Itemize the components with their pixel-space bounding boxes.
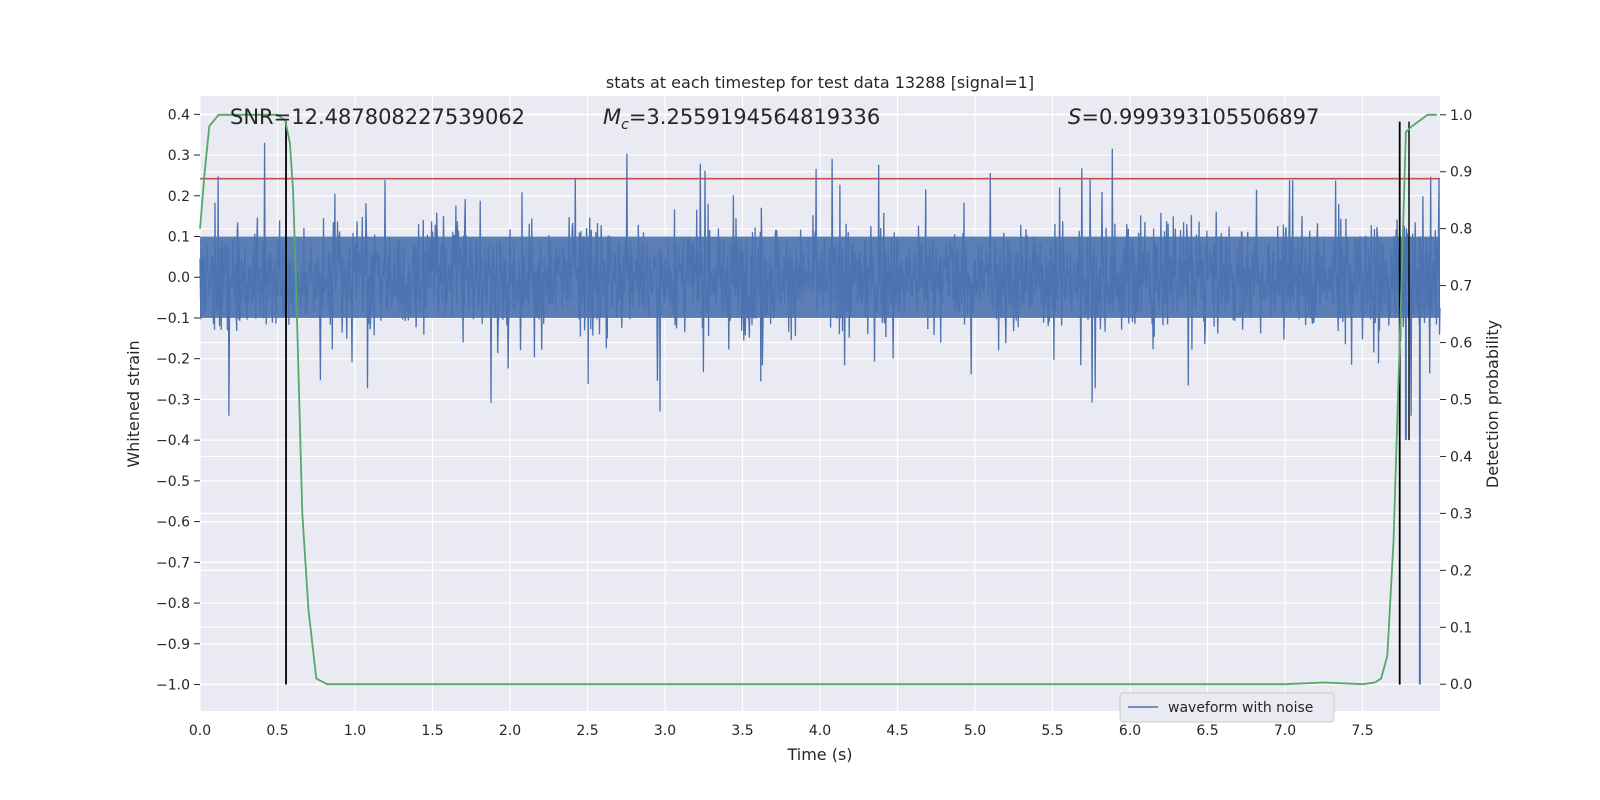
y2-axis-label: Detection probability — [1483, 320, 1502, 488]
legend-box — [1119, 692, 1335, 723]
score-annotation: S=0.999393105506897 — [1068, 105, 1319, 129]
x-tick-label: 5.5 — [1041, 723, 1063, 739]
x-tick-label: 3.5 — [731, 723, 753, 739]
y-tick-label: −0.2 — [156, 352, 190, 368]
y-tick-label: 0.0 — [168, 270, 190, 286]
x-tick-label: 0.5 — [266, 723, 288, 739]
x-tick-label: 1.0 — [344, 723, 366, 739]
legend: waveform with noise — [1119, 692, 1335, 723]
x-tick-label: 2.0 — [499, 723, 521, 739]
x-tick-label: 2.5 — [576, 723, 598, 739]
y2-tick-label: 0.7 — [1450, 279, 1472, 295]
x-tick-label: 4.0 — [809, 723, 831, 739]
chart-title: stats at each timestep for test data 132… — [606, 73, 1034, 92]
x-axis-label: Time (s) — [786, 745, 852, 764]
noise-series — [199, 142, 1441, 685]
x-tick-label: 0.0 — [189, 723, 211, 739]
legend-label-waveform: waveform with noise — [1168, 700, 1313, 716]
y2-tick-label: 0.6 — [1450, 336, 1472, 352]
detection-probability-line — [199, 113, 1437, 686]
x-tick-label: 6.5 — [1196, 723, 1218, 739]
y-tick-label: 0.2 — [168, 189, 190, 205]
y-tick-label: −0.1 — [156, 311, 190, 327]
y2-tick-label: 0.1 — [1450, 620, 1472, 636]
y2-tick-label: 0.8 — [1450, 222, 1472, 238]
y-tick-label: 0.3 — [168, 148, 190, 164]
y-tick-label: −0.4 — [156, 433, 190, 449]
tick-labels: 0.0 0.5 1.0 1.5 2.0 2.5 3.0 3.5 4.0 4.5 5.0 5.5 6.0 6… — [156, 107, 1472, 739]
y2-tick-label: 0.3 — [1450, 506, 1472, 522]
x-tick-label: 7.5 — [1351, 723, 1373, 739]
y-tick-label: 0.4 — [168, 107, 190, 123]
x-tick-label: 7.0 — [1274, 723, 1296, 739]
x-tick-label: 3.0 — [654, 723, 676, 739]
snr-annotation: SNR=12.487808227539062 — [230, 105, 525, 129]
y2-tick-label: 0.0 — [1450, 677, 1472, 693]
y-axis-label: Whitened strain — [124, 340, 143, 467]
y-tick-label: −1.0 — [156, 678, 190, 694]
y-tick-label: −0.8 — [156, 596, 190, 612]
overlay-lines — [199, 113, 1440, 686]
y-tick-label: −0.3 — [156, 392, 190, 408]
x-tick-label: 1.5 — [421, 723, 443, 739]
y-tick-label: −0.9 — [156, 637, 190, 653]
y-tick-label: −0.6 — [156, 515, 190, 531]
y2-tick-label: 0.4 — [1450, 449, 1472, 465]
y2-tick-label: 0.5 — [1450, 393, 1472, 409]
y-tick-label: 0.1 — [168, 230, 190, 246]
x-tick-label: 6.0 — [1119, 723, 1141, 739]
chirp-mass-annotation: Mc=3.2559194564819336 — [603, 105, 880, 133]
y2-tick-label: 0.9 — [1450, 165, 1472, 181]
y-tick-label: −0.7 — [156, 555, 190, 571]
x-tick-label: 4.5 — [886, 723, 908, 739]
y-tick-label: −0.5 — [156, 474, 190, 490]
y2-tick-label: 0.2 — [1450, 563, 1472, 579]
x-tick-label: 5.0 — [964, 723, 986, 739]
waveform-core-band — [200, 236, 1440, 318]
y2-tick-label: 1.0 — [1450, 108, 1472, 124]
